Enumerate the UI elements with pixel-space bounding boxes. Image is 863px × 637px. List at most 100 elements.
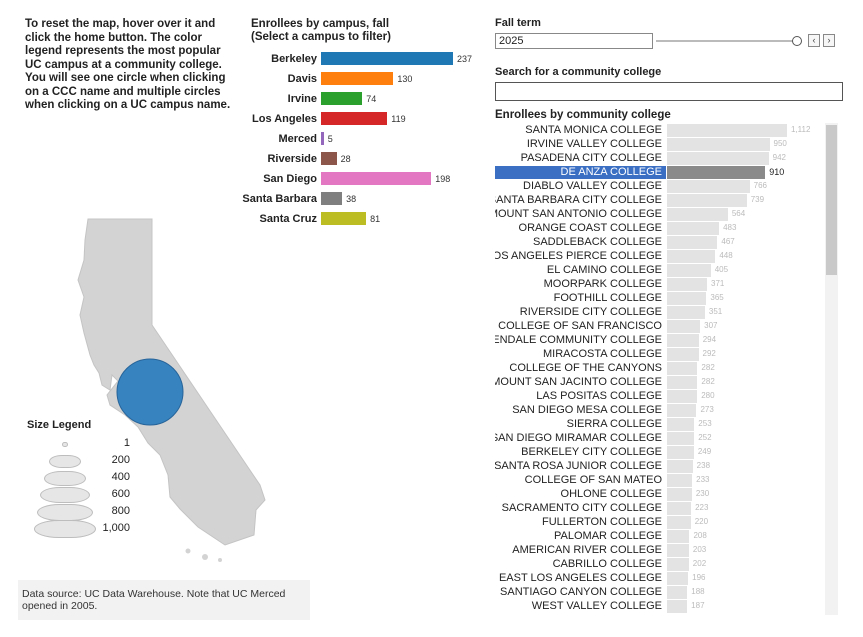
ccc-name-label[interactable]: MOUNT SAN ANTONIO COLLEGE [495, 208, 666, 221]
ccc-name-label[interactable]: MOUNT SAN JACINTO COLLEGE [495, 376, 666, 389]
ccc-name-label[interactable]: EAST LOS ANGELES COLLEGE [495, 572, 666, 585]
campus-bar[interactable] [321, 152, 337, 165]
ccc-name-label[interactable]: CABRILLO COLLEGE [495, 558, 666, 571]
ccc-name-label[interactable]: PASADENA CITY COLLEGE [495, 152, 666, 165]
california-map[interactable] [20, 205, 310, 575]
ccc-name-label[interactable]: SANTA BARBARA CITY COLLEGE [495, 194, 666, 207]
ccc-row[interactable]: SACRAMENTO CITY COLLEGE 223 [495, 502, 825, 516]
ccc-row[interactable]: COLLEGE OF THE CANYONS 282 [495, 362, 825, 376]
ccc-name-label[interactable]: WEST VALLEY COLLEGE [495, 600, 666, 613]
campus-label[interactable]: Riverside [267, 153, 317, 165]
ccc-name-label[interactable]: LAS POSITAS COLLEGE [495, 390, 666, 403]
ccc-row[interactable]: MIRACOSTA COLLEGE 292 [495, 348, 825, 362]
ccc-name-label[interactable]: SIERRA COLLEGE [495, 418, 666, 431]
search-input[interactable] [495, 82, 843, 101]
ccc-row[interactable]: MOUNT SAN ANTONIO COLLEGE 564 [495, 208, 825, 222]
ccc-bar[interactable] [667, 586, 688, 599]
campus-bar[interactable] [321, 172, 432, 185]
ccc-row[interactable]: CABRILLO COLLEGE 202 [495, 558, 825, 572]
ccc-row[interactable]: FULLERTON COLLEGE 220 [495, 516, 825, 530]
ccc-bar[interactable] [667, 390, 698, 403]
ccc-row[interactable]: WEST VALLEY COLLEGE 187 [495, 600, 825, 614]
campus-bar[interactable] [321, 132, 324, 145]
ccc-bar[interactable] [667, 152, 769, 165]
ccc-bar[interactable] [667, 138, 770, 151]
ccc-bar[interactable] [667, 488, 692, 501]
campus-label[interactable]: Los Angeles [252, 113, 317, 125]
ccc-bar[interactable] [667, 348, 699, 361]
campus-bar[interactable] [321, 212, 367, 225]
ccc-row[interactable]: PASADENA CITY COLLEGE 942 [495, 152, 825, 166]
campus-label[interactable]: Davis [287, 73, 317, 85]
ccc-name-label[interactable]: SANTA MONICA COLLEGE [495, 124, 666, 137]
ccc-row[interactable]: OHLONE COLLEGE 230 [495, 488, 825, 502]
campus-label[interactable]: Santa Barbara [242, 193, 317, 205]
ccc-row[interactable]: EAST LOS ANGELES COLLEGE 196 [495, 572, 825, 586]
ccc-name-label[interactable]: SANTIAGO CANYON COLLEGE [495, 586, 666, 599]
campus-label[interactable]: Santa Cruz [259, 213, 317, 225]
ccc-name-label[interactable]: DE ANZA COLLEGE [495, 166, 666, 179]
ccc-bar[interactable] [667, 222, 720, 235]
ccc-bar[interactable] [667, 180, 750, 193]
campus-bar[interactable] [321, 92, 363, 105]
ccc-row[interactable]: SANTIAGO CANYON COLLEGE 188 [495, 586, 825, 600]
enrollment-circle[interactable] [116, 358, 184, 426]
ccc-bar[interactable] [667, 474, 693, 487]
ccc-bar[interactable] [667, 572, 689, 585]
ccc-row[interactable]: SAN DIEGO MIRAMAR COLLEGE 252 [495, 432, 825, 446]
ccc-row[interactable]: AMERICAN RIVER COLLEGE 203 [495, 544, 825, 558]
ccc-name-label[interactable]: PALOMAR COLLEGE [495, 530, 666, 543]
ccc-row[interactable]: DIABLO VALLEY COLLEGE 766 [495, 180, 825, 194]
ccc-bar[interactable] [667, 530, 690, 543]
ccc-row[interactable]: MOUNT SAN JACINTO COLLEGE 282 [495, 376, 825, 390]
ccc-name-label[interactable]: GLENDALE COMMUNITY COLLEGE [495, 334, 666, 347]
campus-label[interactable]: Berkeley [271, 53, 317, 65]
ccc-row[interactable]: MOORPARK COLLEGE 371 [495, 278, 825, 292]
ccc-name-label[interactable]: CITY COLLEGE OF SAN FRANCISCO [495, 320, 666, 333]
ccc-bar[interactable] [667, 376, 698, 389]
ccc-row[interactable]: FOOTHILL COLLEGE 365 [495, 292, 825, 306]
ccc-bar[interactable] [667, 278, 708, 291]
ccc-name-label[interactable]: FULLERTON COLLEGE [495, 516, 666, 529]
ccc-bar[interactable] [667, 516, 691, 529]
ccc-bar[interactable] [667, 460, 693, 473]
ccc-bar[interactable] [667, 320, 701, 333]
ccc-bar[interactable] [667, 558, 689, 571]
term-slider-track[interactable] [656, 40, 796, 42]
ccc-row[interactable]: BERKELEY CITY COLLEGE 249 [495, 446, 825, 460]
ccc-row[interactable]: PALOMAR COLLEGE 208 [495, 530, 825, 544]
ccc-bar[interactable] [667, 166, 766, 179]
ccc-name-label[interactable]: SANTA ROSA JUNIOR COLLEGE [495, 460, 666, 473]
ccc-name-label[interactable]: MIRACOSTA COLLEGE [495, 348, 666, 361]
ccc-row[interactable]: RIVERSIDE CITY COLLEGE 351 [495, 306, 825, 320]
ccc-bar[interactable] [667, 502, 692, 515]
ccc-bar[interactable] [667, 334, 699, 347]
ccc-row[interactable]: IRVINE VALLEY COLLEGE 950 [495, 138, 825, 152]
ccc-row[interactable]: SANTA BARBARA CITY COLLEGE 739 [495, 194, 825, 208]
ccc-name-label[interactable]: OHLONE COLLEGE [495, 488, 666, 501]
ccc-bar[interactable] [667, 208, 728, 221]
ccc-name-label[interactable]: ORANGE COAST COLLEGE [495, 222, 666, 235]
ccc-bar[interactable] [667, 194, 747, 207]
ccc-row[interactable]: SADDLEBACK COLLEGE 467 [495, 236, 825, 250]
ccc-row[interactable]: COLLEGE OF SAN MATEO 233 [495, 474, 825, 488]
campus-bar[interactable] [321, 52, 453, 65]
ccc-name-label[interactable]: SAN DIEGO MESA COLLEGE [495, 404, 666, 417]
ccc-row[interactable]: LAS POSITAS COLLEGE 280 [495, 390, 825, 404]
campus-label[interactable]: San Diego [263, 173, 317, 185]
ccc-name-label[interactable]: LOS ANGELES PIERCE COLLEGE [495, 250, 666, 263]
ccc-row[interactable]: SANTA ROSA JUNIOR COLLEGE 238 [495, 460, 825, 474]
campus-bar[interactable] [321, 192, 343, 205]
ccc-bar[interactable] [667, 432, 695, 445]
ccc-scrollbar-thumb[interactable] [826, 125, 837, 275]
ccc-bar[interactable] [667, 306, 705, 319]
ccc-row[interactable]: ORANGE COAST COLLEGE 483 [495, 222, 825, 236]
term-slider-thumb[interactable] [792, 36, 802, 46]
chevron-right-icon[interactable]: › [823, 34, 835, 47]
ccc-name-label[interactable]: AMERICAN RIVER COLLEGE [495, 544, 666, 557]
campus-label[interactable]: Merced [278, 133, 317, 145]
ccc-bar[interactable] [667, 404, 697, 417]
ccc-bar[interactable] [667, 292, 707, 305]
ccc-row[interactable]: SIERRA COLLEGE 253 [495, 418, 825, 432]
ccc-name-label[interactable]: COLLEGE OF THE CANYONS [495, 362, 666, 375]
